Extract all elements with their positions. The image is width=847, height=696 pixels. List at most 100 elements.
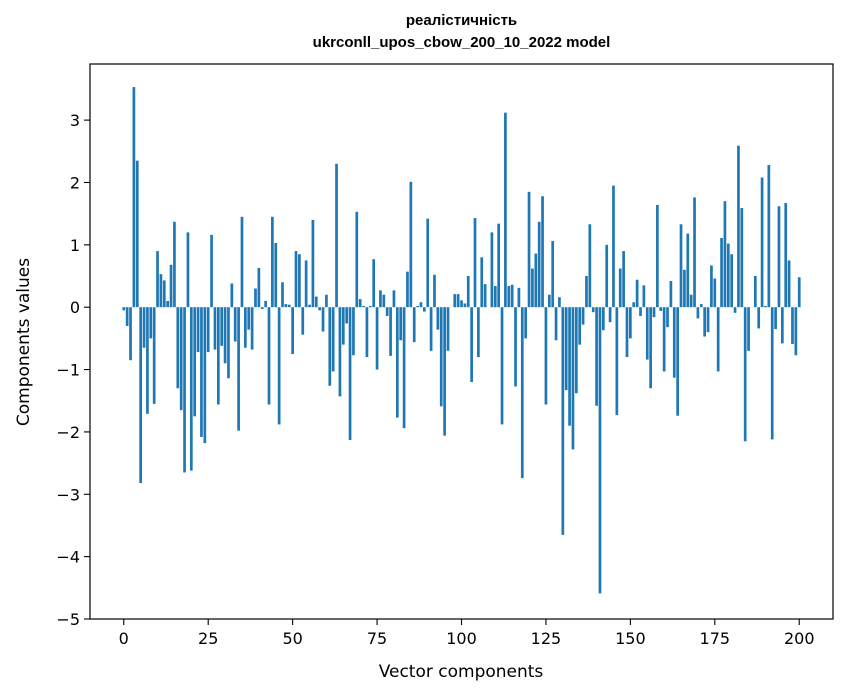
bar-95	[443, 307, 446, 436]
bar-136	[581, 307, 585, 325]
y-tick-label-6: 1	[70, 236, 80, 255]
bar-17	[179, 307, 183, 411]
bar-26	[210, 234, 213, 308]
bar-3	[132, 87, 136, 308]
bar-series	[122, 87, 801, 594]
bar-64	[338, 307, 342, 397]
bar-153	[639, 307, 642, 316]
bar-63	[335, 163, 338, 308]
y-tick-label-7: 2	[70, 173, 80, 192]
bar-57	[314, 296, 318, 308]
bar-32	[230, 283, 234, 308]
bar-89	[423, 307, 426, 312]
bar-59	[321, 307, 325, 332]
bar-4	[135, 160, 139, 308]
bar-21	[193, 307, 197, 417]
bar-41	[260, 307, 264, 310]
bar-85	[409, 181, 413, 308]
bar-50	[291, 307, 294, 354]
bar-110	[493, 286, 497, 308]
bar-102	[466, 276, 470, 308]
bar-175	[713, 278, 717, 308]
bar-73	[368, 305, 372, 308]
bar-11	[159, 274, 163, 308]
bar-86	[412, 307, 416, 343]
bar-134	[574, 307, 578, 394]
bar-111	[497, 223, 500, 308]
bar-177	[720, 237, 723, 308]
bar-157	[652, 307, 656, 318]
bar-12	[162, 280, 166, 308]
bar-150	[629, 307, 632, 339]
bar-198	[791, 307, 794, 344]
bar-126	[547, 294, 551, 308]
bar-130	[561, 307, 565, 535]
bar-77	[382, 294, 386, 308]
bar-68	[352, 307, 355, 356]
x-tick-label-0: 0	[119, 629, 129, 648]
bar-6	[142, 307, 146, 348]
bar-16	[176, 307, 180, 389]
y-tick-label-8: 3	[70, 111, 80, 130]
bar-123	[537, 221, 541, 308]
bar-144	[608, 307, 612, 323]
bar-127	[551, 241, 555, 308]
x-axis-label: Vector components	[379, 662, 544, 682]
bar-90	[426, 218, 430, 308]
bar-159	[659, 307, 663, 311]
bar-83	[402, 307, 406, 429]
bar-66	[345, 307, 349, 324]
bar-94	[439, 307, 443, 407]
bar-99	[456, 294, 460, 308]
bar-106	[480, 257, 484, 308]
y-tick-label-5: 0	[70, 298, 80, 317]
bar-147	[618, 268, 622, 308]
bar-124	[541, 196, 544, 308]
y-axis-label: Components values	[14, 258, 34, 426]
x-tick-label-125: 125	[531, 629, 562, 648]
bar-183	[740, 208, 744, 308]
bar-149	[625, 307, 629, 358]
bar-88	[419, 302, 423, 308]
bar-40	[257, 267, 261, 308]
bar-116	[514, 307, 517, 387]
bar-5	[139, 307, 143, 484]
bar-22	[196, 307, 200, 353]
bar-39	[254, 288, 257, 308]
bar-0	[122, 307, 126, 311]
bar-141	[598, 307, 602, 594]
bar-152	[635, 279, 639, 308]
bar-146	[615, 307, 619, 416]
bar-33	[233, 307, 237, 342]
bar-197	[787, 260, 791, 308]
bar-36	[244, 307, 247, 348]
bar-185	[747, 307, 750, 351]
bar-200	[797, 277, 801, 308]
bar-188	[757, 307, 761, 329]
x-tick-label-150: 150	[615, 629, 646, 648]
bar-55	[308, 304, 311, 308]
bar-151	[632, 302, 636, 308]
bar-58	[318, 307, 321, 311]
y-axis-ticks: −5 −4 −3 −2 −1 0 1 2 3	[56, 111, 90, 629]
bar-140	[595, 307, 598, 406]
bar-1	[125, 307, 129, 326]
bar-176	[716, 307, 720, 372]
bar-46	[277, 307, 281, 425]
bar-93	[436, 307, 440, 330]
bar-109	[490, 232, 494, 308]
bar-142	[601, 307, 605, 331]
bar-61	[328, 307, 332, 386]
bar-43	[267, 307, 271, 405]
bar-47	[281, 282, 284, 308]
bar-156	[649, 307, 652, 389]
bar-155	[645, 307, 649, 360]
bar-163	[672, 307, 676, 378]
bar-172	[703, 307, 707, 337]
bar-171	[699, 304, 703, 308]
bar-34	[237, 307, 240, 431]
bar-148	[622, 251, 625, 308]
bar-192	[770, 307, 774, 440]
y-tick-label-0: −5	[56, 610, 80, 629]
bar-115	[510, 284, 514, 308]
